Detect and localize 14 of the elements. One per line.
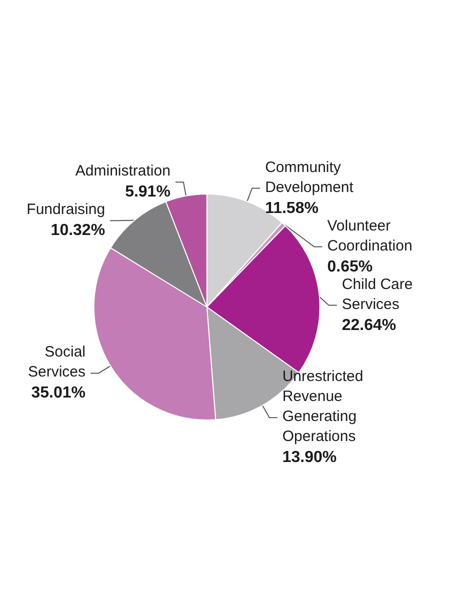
data-label: 35.01% [31, 384, 86, 402]
data-label: 13.90% [282, 449, 337, 466]
slice-label: Volunteer Coordination [327, 217, 412, 254]
slice-label: Administration [75, 162, 170, 180]
data-label: 11.58% [265, 200, 318, 217]
data-label: 0.65% [327, 258, 373, 276]
slice-label: Unrestricted Revenue Generating Operations [282, 368, 364, 446]
slice-label: Social Services [28, 344, 86, 381]
data-label: 10.32% [50, 222, 106, 240]
slice-label: Child Care Services [342, 276, 413, 313]
data-label: 22.64% [342, 316, 396, 334]
slice-label: Fundraising [26, 201, 106, 218]
data-label: 5.91% [125, 184, 170, 201]
slice-label: Community Development [265, 158, 354, 196]
